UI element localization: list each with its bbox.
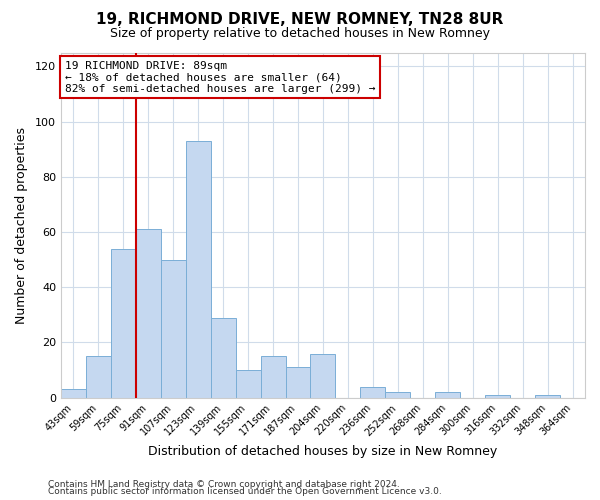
Bar: [161, 260, 186, 398]
Bar: [61, 390, 86, 398]
Bar: [310, 354, 335, 398]
Bar: [86, 356, 111, 398]
Text: Size of property relative to detached houses in New Romney: Size of property relative to detached ho…: [110, 28, 490, 40]
Bar: [186, 141, 211, 398]
Bar: [260, 356, 286, 398]
Bar: [361, 386, 385, 398]
Bar: [485, 395, 510, 398]
Text: 19, RICHMOND DRIVE, NEW ROMNEY, TN28 8UR: 19, RICHMOND DRIVE, NEW ROMNEY, TN28 8UR: [97, 12, 503, 28]
Text: 19 RICHMOND DRIVE: 89sqm
← 18% of detached houses are smaller (64)
82% of semi-d: 19 RICHMOND DRIVE: 89sqm ← 18% of detach…: [65, 61, 375, 94]
X-axis label: Distribution of detached houses by size in New Romney: Distribution of detached houses by size …: [148, 444, 497, 458]
Bar: [385, 392, 410, 398]
Text: Contains HM Land Registry data © Crown copyright and database right 2024.: Contains HM Land Registry data © Crown c…: [48, 480, 400, 489]
Bar: [286, 368, 310, 398]
Bar: [111, 248, 136, 398]
Y-axis label: Number of detached properties: Number of detached properties: [15, 126, 28, 324]
Bar: [435, 392, 460, 398]
Bar: [136, 229, 161, 398]
Bar: [535, 395, 560, 398]
Bar: [236, 370, 260, 398]
Text: Contains public sector information licensed under the Open Government Licence v3: Contains public sector information licen…: [48, 487, 442, 496]
Bar: [211, 318, 236, 398]
